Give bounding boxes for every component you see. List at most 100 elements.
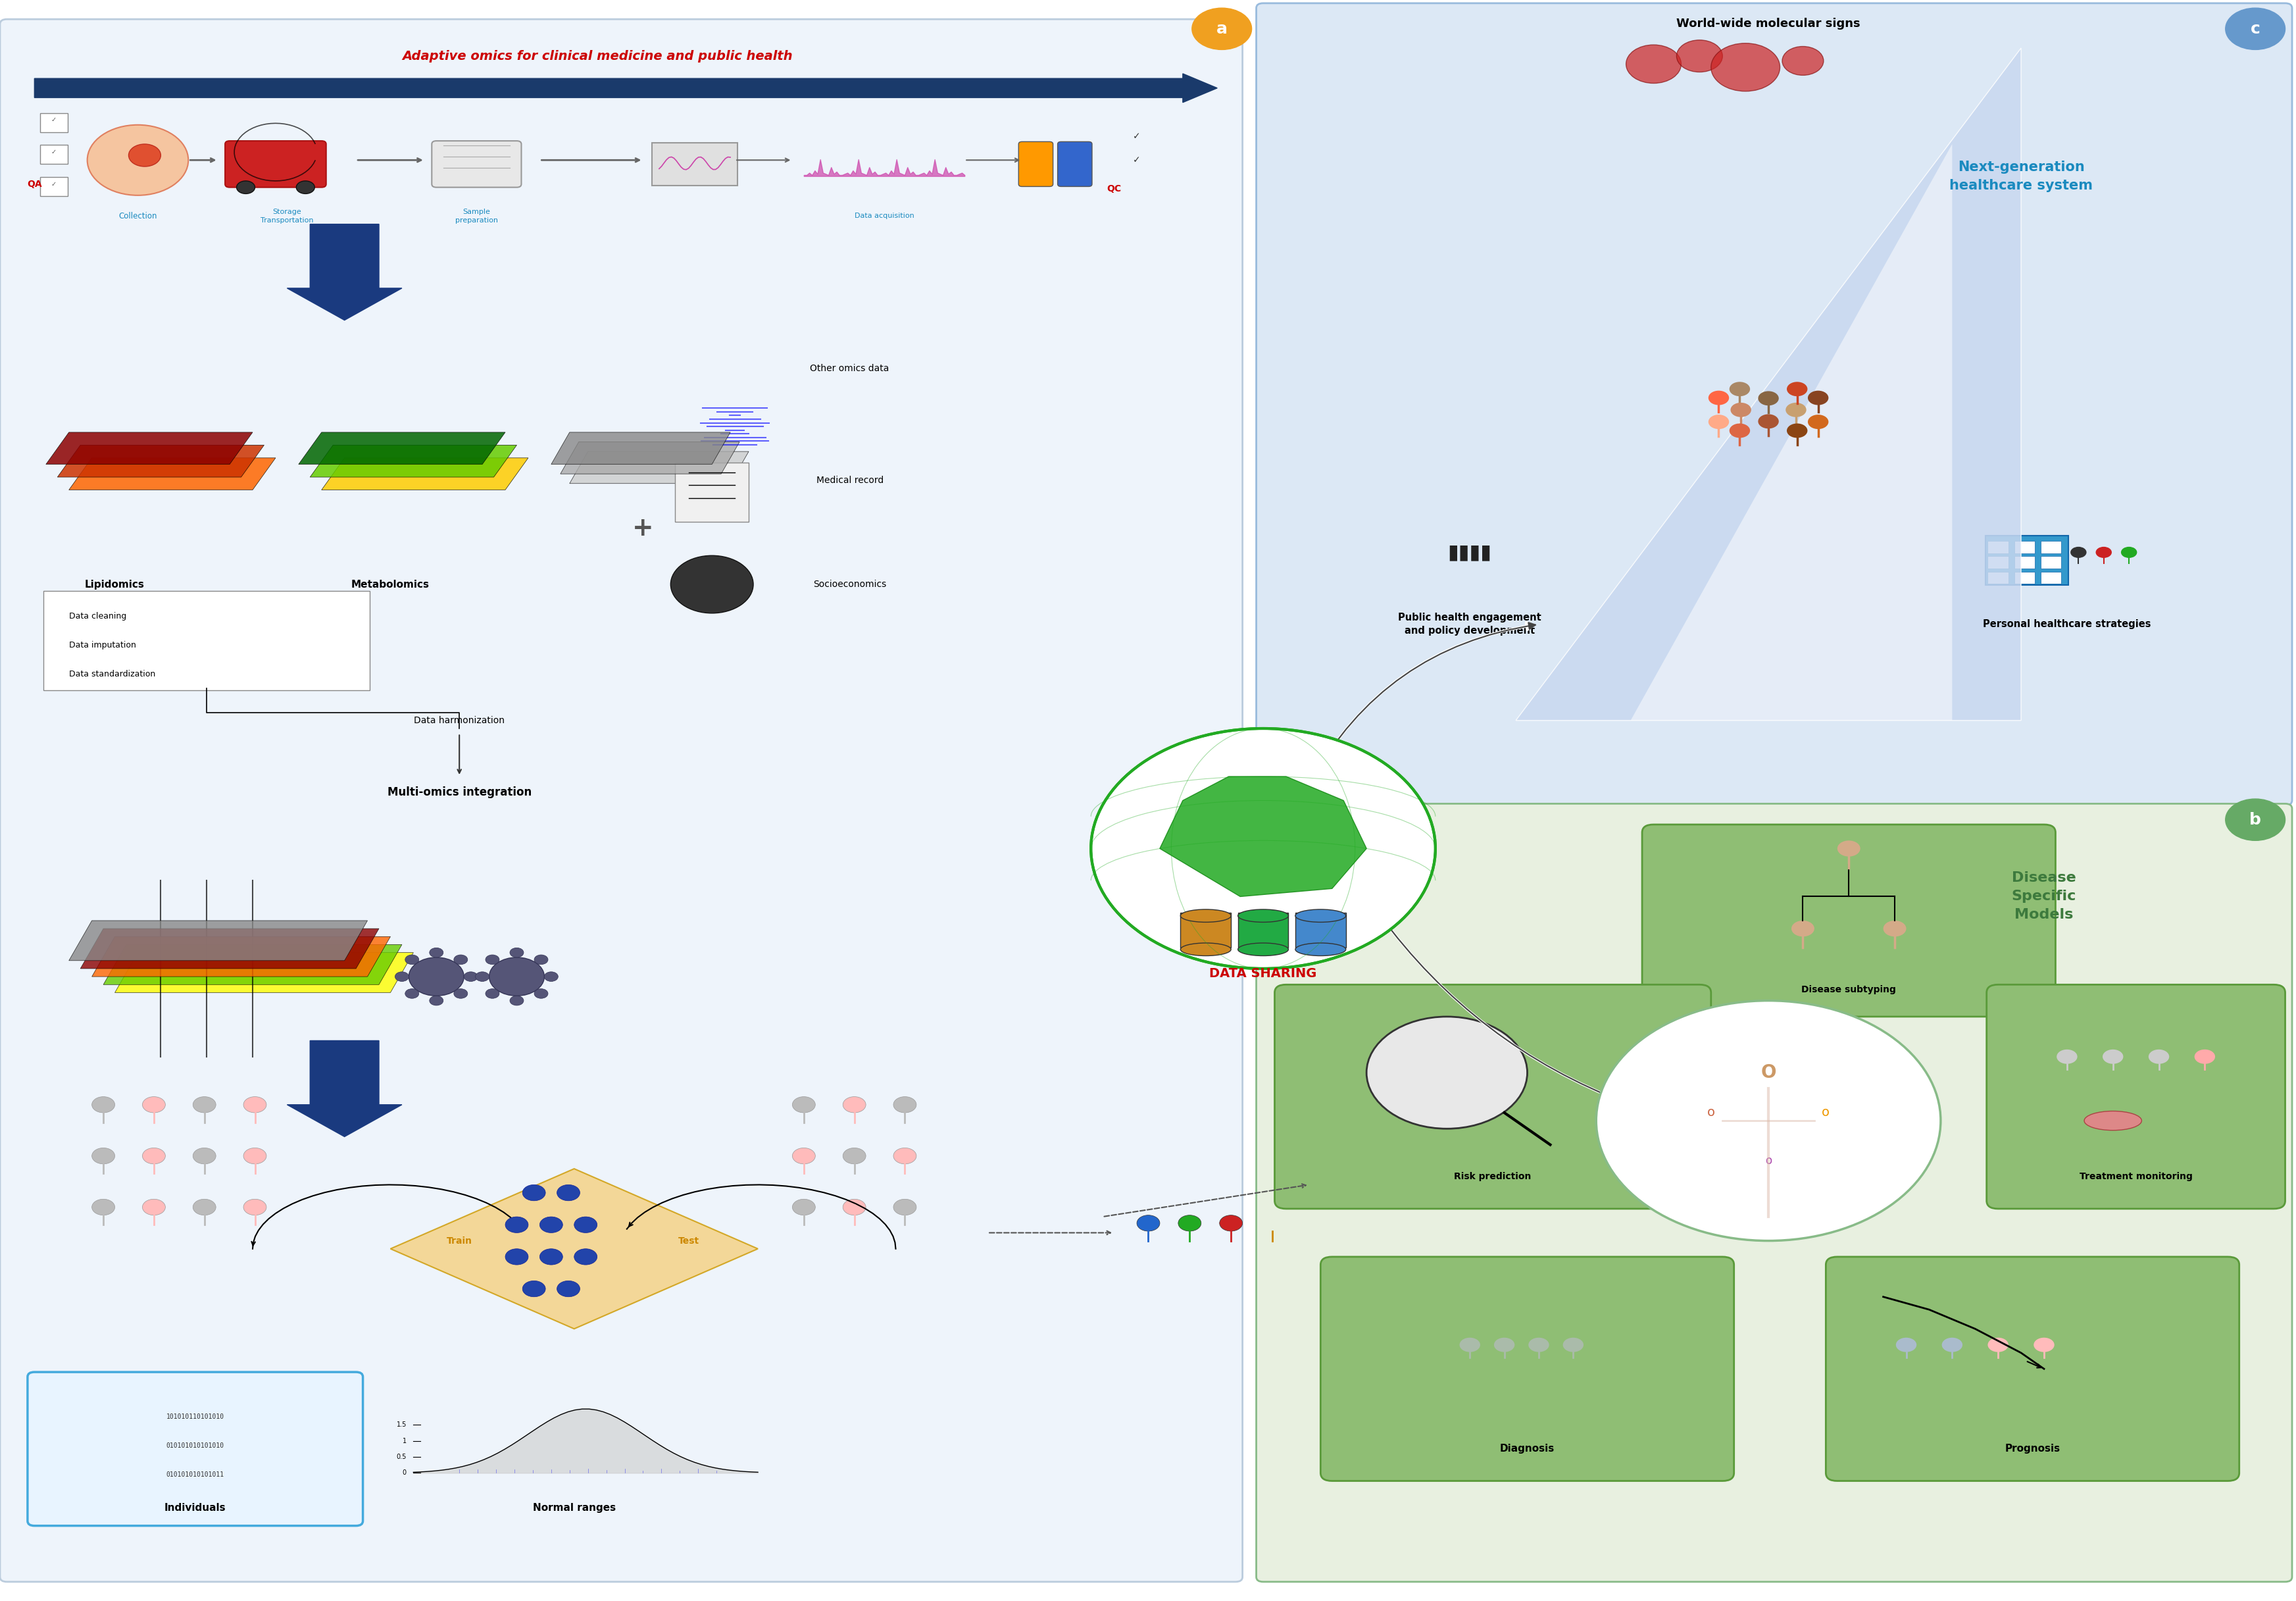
Circle shape — [893, 1148, 916, 1164]
FancyBboxPatch shape — [1984, 535, 2069, 584]
Circle shape — [1711, 43, 1779, 91]
Circle shape — [1460, 1338, 1481, 1351]
Circle shape — [129, 144, 161, 167]
Ellipse shape — [1295, 943, 1345, 956]
Circle shape — [489, 957, 544, 996]
Text: Data cleaning: Data cleaning — [69, 612, 126, 621]
Circle shape — [893, 1097, 916, 1113]
FancyBboxPatch shape — [41, 176, 69, 197]
Circle shape — [1626, 45, 1681, 83]
Circle shape — [236, 181, 255, 194]
Circle shape — [544, 972, 558, 981]
FancyArrow shape — [287, 1041, 402, 1137]
Circle shape — [2057, 1050, 2078, 1063]
Circle shape — [2103, 1050, 2124, 1063]
Circle shape — [558, 1185, 581, 1201]
Circle shape — [92, 1199, 115, 1215]
FancyBboxPatch shape — [1988, 541, 2009, 552]
FancyBboxPatch shape — [225, 141, 326, 187]
Circle shape — [2122, 546, 2138, 559]
Polygon shape — [69, 458, 276, 490]
Circle shape — [404, 954, 418, 964]
Circle shape — [2225, 799, 2285, 841]
Polygon shape — [569, 451, 748, 484]
Circle shape — [1883, 921, 1906, 937]
Text: 0: 0 — [402, 1470, 406, 1476]
FancyBboxPatch shape — [1256, 3, 2291, 805]
Circle shape — [540, 1217, 563, 1233]
Circle shape — [1896, 1338, 1915, 1351]
Text: Other omics data: Other omics data — [810, 363, 889, 373]
Ellipse shape — [1180, 943, 1231, 956]
Circle shape — [1837, 841, 1860, 857]
FancyBboxPatch shape — [1986, 985, 2285, 1209]
FancyBboxPatch shape — [1295, 913, 1345, 948]
Text: o: o — [1766, 1154, 1770, 1167]
FancyBboxPatch shape — [1256, 804, 2291, 1582]
Circle shape — [1791, 921, 1814, 937]
FancyBboxPatch shape — [1320, 1257, 1733, 1481]
FancyBboxPatch shape — [2039, 557, 2062, 568]
Text: ✓: ✓ — [51, 181, 57, 187]
Polygon shape — [321, 458, 528, 490]
FancyBboxPatch shape — [1988, 572, 2009, 583]
Text: Storage
Transportation: Storage Transportation — [259, 208, 315, 224]
Text: Data acquisition: Data acquisition — [854, 213, 914, 219]
Text: Data standardization: Data standardization — [69, 669, 156, 679]
Circle shape — [142, 1097, 165, 1113]
FancyBboxPatch shape — [1180, 913, 1231, 948]
Circle shape — [1786, 383, 1807, 397]
Circle shape — [843, 1148, 866, 1164]
Text: QA: QA — [28, 179, 41, 189]
Text: 1: 1 — [402, 1438, 406, 1444]
Circle shape — [535, 989, 549, 999]
FancyBboxPatch shape — [2014, 572, 2034, 583]
Circle shape — [243, 1148, 266, 1164]
Circle shape — [193, 1097, 216, 1113]
Circle shape — [296, 181, 315, 194]
Polygon shape — [310, 445, 517, 477]
Polygon shape — [1630, 144, 1952, 720]
FancyBboxPatch shape — [652, 142, 737, 186]
Circle shape — [455, 954, 468, 964]
Circle shape — [1782, 46, 1823, 75]
Circle shape — [1219, 1215, 1242, 1231]
Polygon shape — [560, 442, 739, 474]
Circle shape — [1988, 1338, 2007, 1351]
Text: Data imputation: Data imputation — [69, 640, 135, 650]
Circle shape — [395, 972, 409, 981]
Circle shape — [1137, 1215, 1159, 1231]
Text: Socioeconomics: Socioeconomics — [813, 580, 886, 589]
Text: ✓: ✓ — [1132, 131, 1141, 141]
Text: O: O — [1761, 1063, 1775, 1082]
Circle shape — [1942, 1338, 1963, 1351]
Circle shape — [1192, 8, 1251, 50]
Circle shape — [243, 1097, 266, 1113]
FancyBboxPatch shape — [0, 19, 1242, 1582]
Circle shape — [792, 1148, 815, 1164]
Circle shape — [1366, 1017, 1527, 1129]
FancyBboxPatch shape — [41, 112, 69, 133]
Text: o: o — [1706, 1106, 1715, 1119]
FancyBboxPatch shape — [1988, 557, 2009, 568]
Circle shape — [1261, 1215, 1283, 1231]
Circle shape — [404, 989, 418, 999]
Text: QC: QC — [1107, 184, 1120, 194]
Circle shape — [1708, 391, 1729, 405]
Text: Collection: Collection — [119, 211, 156, 221]
Text: Medical record: Medical record — [815, 475, 884, 485]
Circle shape — [87, 125, 188, 195]
Circle shape — [540, 1249, 563, 1265]
Text: +: + — [631, 516, 654, 541]
Text: ▮▮▮▮: ▮▮▮▮ — [1446, 543, 1492, 562]
Circle shape — [558, 1281, 581, 1297]
Circle shape — [142, 1148, 165, 1164]
Text: ✓: ✓ — [1132, 155, 1141, 165]
Text: Metabolomics: Metabolomics — [351, 580, 429, 589]
Text: World-wide molecular signs: World-wide molecular signs — [1676, 18, 1860, 30]
Circle shape — [505, 1249, 528, 1265]
Circle shape — [464, 972, 478, 981]
FancyBboxPatch shape — [1825, 1257, 2239, 1481]
Text: Prognosis: Prognosis — [2004, 1444, 2060, 1454]
Text: o: o — [1821, 1106, 1830, 1119]
